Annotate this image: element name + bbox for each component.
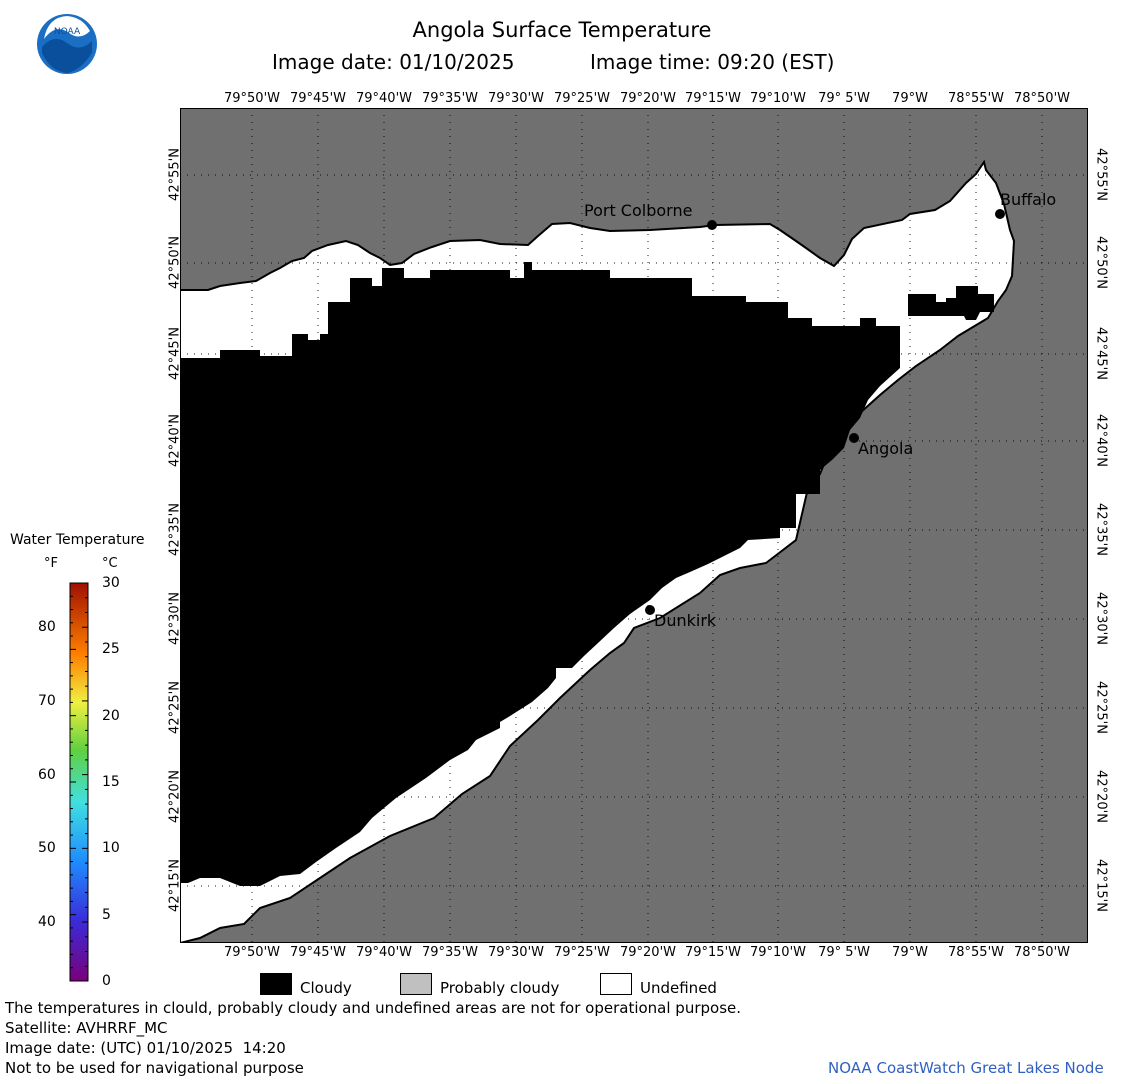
lon-label-bottom: 79°20'W xyxy=(619,945,676,960)
lon-label-top: 79°30'W xyxy=(487,91,544,106)
lon-label-top: 78°50'W xyxy=(1013,91,1070,106)
lat-label-right: 42°35'N xyxy=(1093,503,1109,556)
cloudy-region xyxy=(180,262,900,886)
colorbar-f-label: 80 xyxy=(38,619,56,636)
image-date: Image date: 01/10/2025 xyxy=(272,50,515,74)
lat-label-right: 42°30'N xyxy=(1093,592,1109,645)
city-label-dunkirk: Dunkirk xyxy=(654,611,717,630)
colorbar-f-label: 40 xyxy=(38,914,56,931)
lat-label-right: 42°20'N xyxy=(1093,770,1109,823)
colorbar-c-label: 30 xyxy=(102,575,120,591)
colorbar-c-label: 20 xyxy=(102,707,120,724)
lon-label-bottom: 79°10'W xyxy=(749,945,806,960)
lon-label-top: 79°10'W xyxy=(749,91,806,106)
noaa-logo-icon: NOAA xyxy=(36,13,98,75)
city-marker xyxy=(707,220,717,230)
lon-label-top: 79°40'W xyxy=(355,91,412,106)
colorbar-c-label: 15 xyxy=(102,774,120,790)
lat-label-right: 42°55'N xyxy=(1093,148,1109,201)
lat-label-right: 42°50'N xyxy=(1093,236,1109,289)
lon-label-top: 79°50'W xyxy=(223,91,280,106)
lon-label-top: 79°25'W xyxy=(553,91,610,106)
noaa-logo-text: NOAA xyxy=(54,27,81,37)
city-marker xyxy=(849,433,859,443)
city-angola: Angola xyxy=(849,433,913,458)
lat-label-right: 42°25'N xyxy=(1093,681,1109,734)
city-marker xyxy=(995,209,1005,219)
lon-label-bottom: 78°55'W xyxy=(947,945,1004,960)
lon-label-bottom: 79°45'W xyxy=(289,945,346,960)
lon-label-bottom: 79° 5'W xyxy=(818,945,870,960)
lon-label-bottom: 79°50'W xyxy=(223,945,280,960)
city-buffalo: Buffalo xyxy=(995,190,1056,219)
legend-label-cloudy: Cloudy xyxy=(300,979,352,997)
legend-label-undefined: Undefined xyxy=(640,979,717,997)
lon-label-top: 79°45'W xyxy=(289,91,346,106)
lon-label-top: 79°15'W xyxy=(684,91,741,106)
city-marker xyxy=(645,605,655,615)
colorbar-c-label: 0 xyxy=(102,973,111,989)
colorbar-title: Water Temperature xyxy=(10,532,145,548)
colorbar-unit-c: °C xyxy=(102,556,118,571)
map-svg: Port Colborne Buffalo Angola Dunkirk xyxy=(179,108,1088,945)
image-time: Image time: 09:20 (EST) xyxy=(590,50,835,74)
colorbar-f-label: 70 xyxy=(38,692,56,709)
lon-label-bottom: 79°30'W xyxy=(487,945,544,960)
lat-label-right: 42°45'N xyxy=(1093,327,1109,380)
lon-label-bottom: 79°15'W xyxy=(684,945,741,960)
lon-label-top: 79°W xyxy=(892,91,928,106)
lat-label-right: 42°15'N xyxy=(1093,859,1109,912)
lon-label-bottom: 79°40'W xyxy=(355,945,412,960)
lon-label-bottom: 79°25'W xyxy=(553,945,610,960)
legend-swatch-undefined xyxy=(600,973,632,995)
colorbar xyxy=(68,582,92,984)
lat-label-right: 42°40'N xyxy=(1093,414,1109,467)
colorbar-c-label: 5 xyxy=(102,906,111,923)
lon-label-bottom: 79°35'W xyxy=(421,945,478,960)
map-panel: Port Colborne Buffalo Angola Dunkirk xyxy=(179,108,1088,945)
colorbar-c-label: 10 xyxy=(102,840,120,857)
credit-link[interactable]: NOAA CoastWatch Great Lakes Node xyxy=(828,1059,1104,1077)
city-label-port-colborne: Port Colborne xyxy=(584,201,692,220)
legend-swatch-probably-cloudy xyxy=(400,973,432,995)
map-grid xyxy=(180,108,1088,943)
lon-label-top: 78°55'W xyxy=(947,91,1004,106)
satellite-text: Satellite: AVHRRF_MC xyxy=(5,1019,168,1037)
city-label-buffalo: Buffalo xyxy=(1000,190,1056,209)
city-label-angola: Angola xyxy=(858,439,913,458)
lon-label-bottom: 78°50'W xyxy=(1013,945,1070,960)
city-dunkirk: Dunkirk xyxy=(645,605,717,630)
city-port-colborne: Port Colborne xyxy=(584,201,717,230)
cloudy-patch-buffalo xyxy=(908,286,994,320)
legend-label-probably-cloudy: Probably cloudy xyxy=(440,979,560,997)
legend-swatch-cloudy xyxy=(260,973,292,995)
colorbar-f-label: 60 xyxy=(38,766,56,783)
lon-label-bottom: 79°W xyxy=(892,945,928,960)
utc-date-text: Image date: (UTC) 01/10/2025 14:20 xyxy=(5,1039,286,1057)
colorbar-c-label: 25 xyxy=(102,641,120,658)
navigation-warning: Not to be used for navigational purpose xyxy=(5,1059,304,1077)
page-title: Angola Surface Temperature xyxy=(412,18,712,42)
colorbar-f-label: 50 xyxy=(38,840,56,857)
lon-label-top: 79°35'W xyxy=(421,91,478,106)
lon-label-top: 79° 5'W xyxy=(818,91,870,106)
colorbar-unit-f: °F xyxy=(44,556,58,571)
disclaimer-text: The temperatures in clould, probably clo… xyxy=(5,999,742,1017)
lon-label-top: 79°20'W xyxy=(619,91,676,106)
map-border xyxy=(180,108,1088,943)
